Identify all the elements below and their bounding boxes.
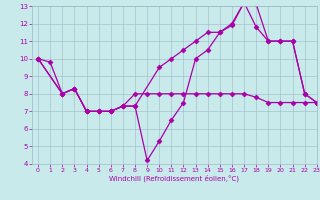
- X-axis label: Windchill (Refroidissement éolien,°C): Windchill (Refroidissement éolien,°C): [109, 175, 239, 182]
